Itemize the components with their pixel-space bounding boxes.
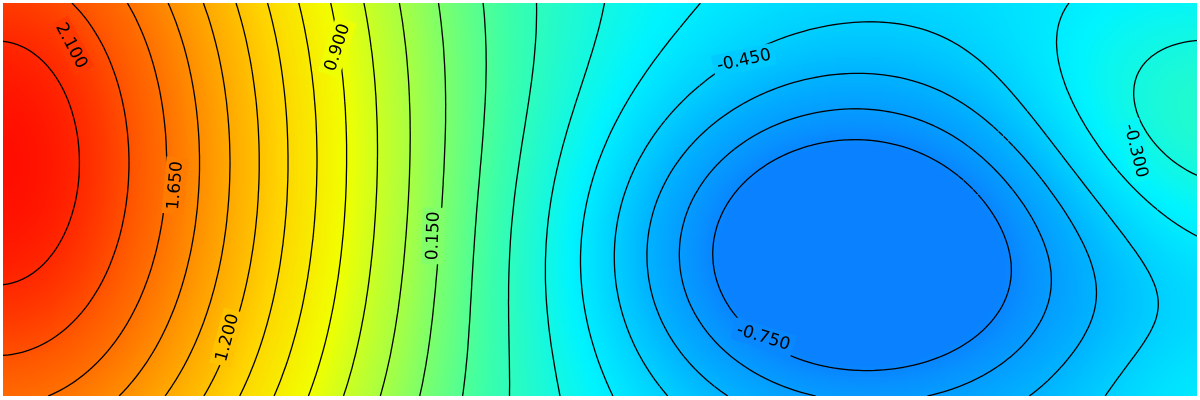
filled-contour-field (3, 3, 1197, 396)
contour-line (678, 108, 1052, 396)
contour-label-background (209, 307, 246, 368)
contour-label-0-150: 0.150 (421, 207, 445, 265)
contour-line (646, 72, 1098, 396)
contour-line (507, 3, 538, 396)
contour-line (3, 3, 130, 357)
contour-line (544, 3, 1197, 396)
contour-lines (3, 3, 1197, 396)
contour-line (164, 3, 231, 396)
contour-label-background (318, 17, 357, 78)
contour-label-1-650: 1.650 (161, 156, 189, 215)
contour-label-background (161, 156, 189, 215)
contour-line (273, 3, 318, 396)
contour-line (461, 3, 487, 396)
contour-label-background (710, 42, 777, 78)
contour-label-background (421, 207, 445, 265)
contour-label-text: 0.150 (422, 211, 444, 260)
contour-line (118, 3, 201, 396)
contour-line (579, 3, 1197, 396)
contour-line (239, 3, 289, 396)
contour-label-text: 1.650 (163, 160, 187, 210)
contour-line (342, 3, 379, 396)
contour-line (3, 40, 81, 286)
contour-label-background (730, 317, 797, 357)
contour-line (379, 3, 411, 396)
contour-label-background (48, 15, 95, 76)
contour-label-background (1117, 117, 1155, 184)
